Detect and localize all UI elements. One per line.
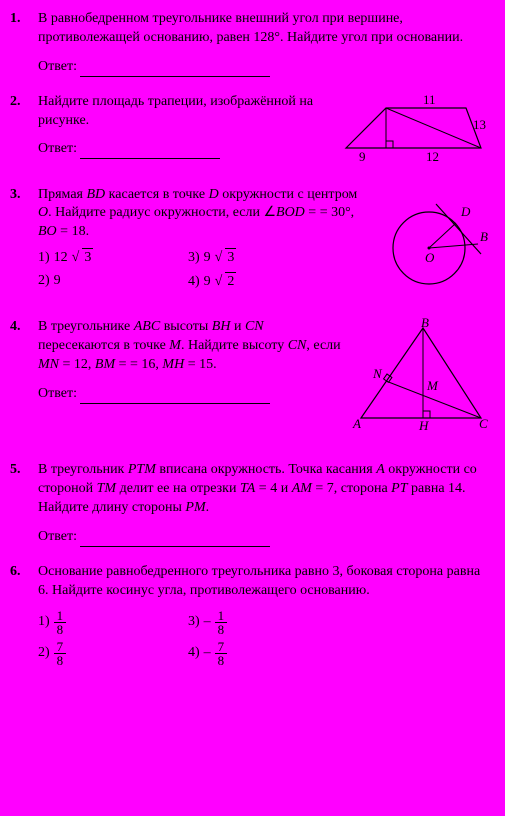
- option-3: 3) 9√3: [188, 248, 338, 268]
- problem-content: В треугольник PTM вписана окружность. То…: [38, 461, 491, 547]
- problem-content: Основание равнобедренного треугольника р…: [38, 563, 491, 671]
- svg-text:B: B: [480, 229, 488, 244]
- problem-number: 5.: [10, 461, 38, 547]
- answer-line: Ответ:: [38, 58, 491, 77]
- option-4: 4) 9√2: [188, 272, 338, 292]
- problem-content: В равнобедренном треугольнике внешний уг…: [38, 10, 491, 77]
- answer-label: Ответ:: [38, 529, 77, 544]
- svg-text:9: 9: [359, 149, 366, 163]
- answer-blank: [80, 546, 270, 547]
- problem-6: 6. Основание равнобедренного треугольник…: [10, 563, 491, 671]
- answer-line: Ответ:: [38, 385, 341, 404]
- problem-4: 4. В треугольнике ABC высоты BH и CN пер…: [10, 318, 491, 445]
- problem-number: 6.: [10, 563, 38, 671]
- svg-text:D: D: [460, 204, 471, 219]
- svg-text:N: N: [372, 366, 383, 381]
- svg-text:B: B: [421, 318, 429, 330]
- option-4: 4) –78: [188, 640, 338, 667]
- problem-number: 3.: [10, 186, 38, 303]
- svg-text:M: M: [426, 378, 439, 393]
- problem-1: 1. В равнобедренном треугольнике внешний…: [10, 10, 491, 77]
- trapezoid-figure: 11 13 9 12: [331, 93, 491, 170]
- problem-content: В треугольнике ABC высоты BH и CN пересе…: [38, 318, 491, 445]
- circle-figure: D B O: [381, 186, 491, 303]
- options: 1) 18 2) 78 3) –18 4) –78: [38, 609, 491, 671]
- svg-text:H: H: [418, 418, 429, 433]
- problem-content: Найдите площадь трапеции, изображённой н…: [38, 93, 491, 170]
- problem-number: 4.: [10, 318, 38, 445]
- answer-label: Ответ:: [38, 59, 77, 74]
- answer-blank: [80, 76, 270, 77]
- answer-blank: [80, 403, 270, 404]
- problem-text: Найдите площадь трапеции, изображённой н…: [38, 93, 321, 131]
- problem-3: 3. Прямая BD касается в точке D окружнос…: [10, 186, 491, 303]
- answer-label: Ответ:: [38, 386, 77, 401]
- svg-text:12: 12: [426, 149, 439, 163]
- problem-2: 2. Найдите площадь трапеции, изображённо…: [10, 93, 491, 170]
- problem-content: Прямая BD касается в точке D окружности …: [38, 186, 491, 303]
- svg-text:A: A: [352, 416, 361, 431]
- problem-5: 5. В треугольник PTM вписана окружность.…: [10, 461, 491, 547]
- answer-blank: [80, 158, 220, 159]
- problem-number: 2.: [10, 93, 38, 170]
- triangle-figure: B A C H N M: [351, 318, 491, 445]
- answer-line: Ответ:: [38, 528, 491, 547]
- option-2: 2) 9: [38, 272, 188, 291]
- problem-text: В треугольнике ABC высоты BH и CN пересе…: [38, 318, 341, 375]
- problem-text: Прямая BD касается в точке D окружности …: [38, 186, 371, 243]
- problem-text: В треугольник PTM вписана окружность. То…: [38, 461, 491, 518]
- problem-number: 1.: [10, 10, 38, 77]
- svg-text:11: 11: [423, 93, 436, 107]
- problem-text: Основание равнобедренного треугольника р…: [38, 563, 491, 601]
- svg-text:C: C: [479, 416, 488, 431]
- svg-text:13: 13: [473, 117, 486, 132]
- problem-text: В равнобедренном треугольнике внешний уг…: [38, 10, 491, 48]
- answer-label: Ответ:: [38, 141, 77, 156]
- option-1: 1) 12√3: [38, 248, 188, 268]
- answer-line: Ответ:: [38, 140, 321, 159]
- options: 1) 12√3 2) 9 3) 9√3 4) 9√2: [38, 248, 371, 296]
- option-3: 3) –18: [188, 609, 338, 636]
- svg-text:O: O: [425, 250, 435, 265]
- option-2: 2) 78: [38, 640, 188, 667]
- option-1: 1) 18: [38, 609, 188, 636]
